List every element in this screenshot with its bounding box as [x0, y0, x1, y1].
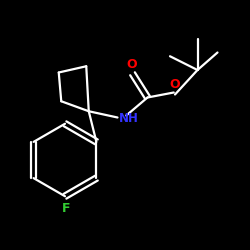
Text: O: O	[126, 58, 136, 71]
Text: NH: NH	[119, 112, 139, 125]
Text: O: O	[170, 78, 180, 91]
Text: F: F	[62, 202, 70, 215]
